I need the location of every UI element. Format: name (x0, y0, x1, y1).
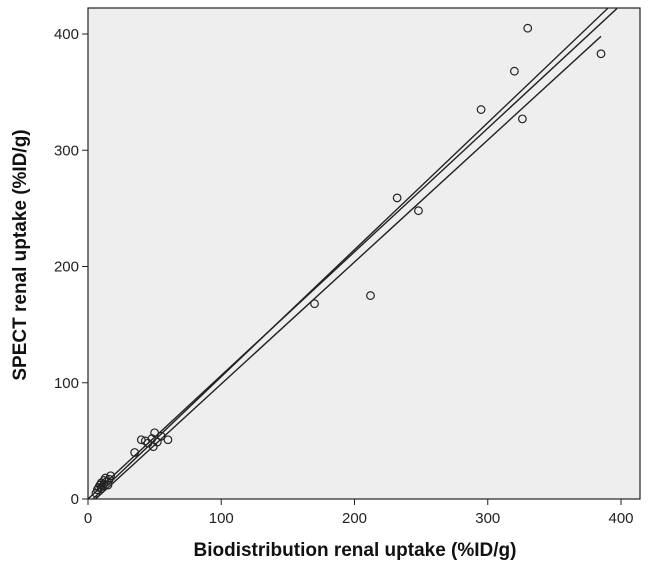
fit-line-2 (91, 8, 609, 499)
data-point (366, 291, 375, 300)
x-axis-title: Biodistribution renal uptake (%ID/g) (193, 540, 516, 561)
data-point (156, 431, 166, 441)
y-tick-label: 200 (54, 259, 79, 276)
data-point (163, 435, 173, 445)
data-point (106, 471, 116, 481)
data-point (517, 114, 527, 124)
y-tick-label: 0 (71, 491, 79, 508)
data-point (136, 435, 146, 445)
data-point (523, 23, 533, 33)
fit-line-1 (88, 8, 618, 499)
data-point (476, 105, 486, 114)
x-axis: 0 100 200 300 400 (84, 499, 634, 527)
data-point (596, 49, 606, 59)
x-tick-label: 200 (342, 510, 367, 527)
data-point (150, 428, 160, 438)
x-tick-label: 100 (209, 510, 234, 527)
data-point (310, 299, 319, 309)
regression-lines (88, 8, 618, 499)
data-point (130, 448, 140, 457)
x-tick-label: 300 (475, 510, 500, 527)
data-point (152, 437, 162, 447)
plot-frame (87, 7, 641, 500)
data-point (414, 206, 423, 216)
y-tick-label: 400 (54, 26, 79, 43)
data-point (103, 480, 113, 490)
y-axis-title: SPECT renal uptake (%ID/g) (10, 129, 31, 380)
data-point (392, 193, 402, 203)
data-point (510, 66, 519, 76)
y-tick-label: 100 (54, 375, 79, 392)
x-tick-label: 0 (84, 510, 92, 527)
y-tick-label: 300 (54, 142, 79, 159)
data-point (96, 484, 106, 493)
x-tick-label: 400 (608, 510, 633, 527)
data-point (99, 479, 109, 489)
data-points (91, 23, 606, 498)
y-axis: 0 100 200 300 400 (54, 26, 88, 508)
fit-line-3 (94, 35, 602, 499)
